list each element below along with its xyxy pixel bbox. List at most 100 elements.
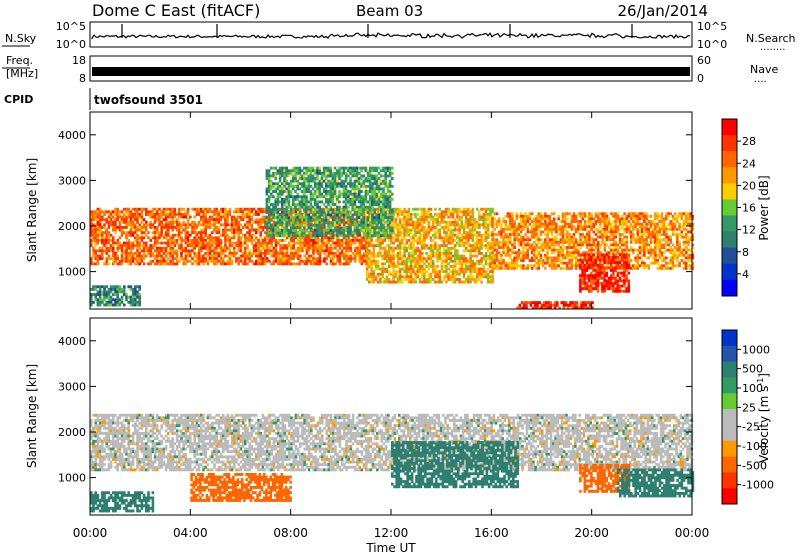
heatmap-cell: [288, 242, 291, 245]
heatmap-cell: [145, 208, 148, 211]
heatmap-cell: [443, 247, 446, 250]
heatmap-cell: [463, 255, 466, 258]
heatmap-cell: [575, 257, 578, 260]
heatmap-cell: [439, 255, 442, 258]
heatmap-cell: [489, 213, 492, 216]
heatmap-cell: [480, 242, 483, 245]
heatmap-cell: [516, 262, 519, 265]
heatmap-cell: [202, 236, 205, 239]
heatmap-cell: [612, 274, 615, 277]
heatmap-cell: [251, 236, 254, 239]
nsky-tick-top-left: 10^5: [56, 20, 86, 33]
heatmap-cell: [319, 262, 322, 265]
heatmap-cell: [522, 241, 525, 244]
heatmap-cell: [588, 233, 591, 236]
heatmap-cell: [121, 262, 124, 265]
heatmap-cell: [229, 208, 232, 211]
heatmap-cell: [555, 223, 558, 226]
heatmap-cell: [678, 262, 681, 265]
heatmap-cell: [516, 259, 519, 262]
heatmap-cell: [665, 218, 668, 221]
heatmap-cell: [277, 242, 280, 245]
beam-label: Beam 03: [356, 2, 423, 20]
heatmap-cell: [476, 221, 479, 224]
heatmap-cell: [317, 242, 320, 245]
heatmap-cell: [286, 249, 289, 252]
heatmap-cell: [401, 239, 404, 242]
heatmap-cell: [630, 223, 633, 226]
heatmap-cell: [392, 262, 395, 265]
heatmap-cell: [568, 244, 571, 247]
heatmap-cell: [496, 225, 499, 228]
heatmap-cell: [94, 244, 97, 247]
heatmap-cell: [672, 220, 675, 223]
heatmap-cell: [103, 244, 106, 247]
heatmap-cell: [685, 246, 688, 249]
heatmap-cell: [419, 262, 422, 265]
heatmap-cell: [553, 220, 556, 223]
heatmap-cell: [509, 238, 512, 241]
heatmap-cell: [373, 247, 376, 250]
heatmap-cell: [218, 236, 221, 239]
heatmap-cell: [240, 239, 243, 242]
heatmap-cell: [268, 214, 271, 217]
heatmap-cell: [648, 267, 651, 270]
heatmap-cell: [443, 216, 446, 219]
heatmap-cell: [604, 246, 607, 249]
heatmap-cell: [522, 259, 525, 262]
heatmap-cell: [370, 239, 373, 242]
heatmap-cell: [423, 239, 426, 242]
heatmap-cell: [665, 225, 668, 228]
heatmap-cell: [485, 221, 488, 224]
heatmap-cell: [467, 226, 470, 229]
nsky-trace-line: [92, 33, 690, 39]
heatmap-cell: [226, 221, 229, 224]
heatmap-cell: [401, 213, 404, 216]
heatmap-cell: [579, 220, 582, 223]
heatmap-cell: [143, 236, 146, 239]
heatmap-cell: [555, 231, 558, 234]
heatmap-cell: [419, 278, 422, 281]
heatmap-cell: [476, 281, 479, 284]
heatmap-cell: [149, 239, 152, 242]
heatmap-cell: [156, 226, 159, 229]
heatmap-cell: [423, 226, 426, 229]
heatmap-cell: [626, 218, 629, 221]
heatmap-cell: [533, 259, 536, 262]
heatmap-cell: [167, 229, 170, 232]
heatmap-cell: [509, 241, 512, 244]
heatmap-cell: [458, 208, 461, 211]
heatmap-cell: [377, 275, 380, 278]
heatmap-cell: [500, 225, 503, 228]
heatmap-cell: [114, 252, 117, 255]
heatmap-cell: [557, 264, 560, 267]
heatmap-cell: [253, 239, 256, 242]
heatmap-cell: [454, 281, 457, 284]
heatmap-cell: [386, 268, 389, 271]
heatmap-cell: [180, 242, 183, 245]
heatmap-cell: [251, 242, 254, 245]
heatmap-cell: [268, 260, 271, 263]
heatmap-cell: [614, 277, 617, 280]
heatmap-cell: [406, 262, 409, 265]
heatmap-cell: [268, 252, 271, 255]
heatmap-cell: [566, 218, 569, 221]
heatmap-cell: [645, 225, 648, 228]
heatmap-cell: [606, 215, 609, 218]
date-label: 26/Jan/2014: [618, 2, 709, 20]
heatmap-cell: [240, 231, 243, 234]
heatmap-cell: [388, 244, 391, 247]
heatmap-cell: [425, 252, 428, 255]
heatmap-cell: [99, 213, 102, 216]
heatmap-cell: [412, 268, 415, 271]
heatmap-cell: [198, 252, 201, 255]
heatmap-cell: [434, 242, 437, 245]
heatmap-cell: [672, 262, 675, 265]
heatmap-cell: [408, 210, 411, 213]
heatmap-cell: [469, 281, 472, 284]
heatmap-cell: [432, 239, 435, 242]
heatmap-cell: [259, 249, 262, 252]
heatmap-cell: [259, 255, 262, 258]
heatmap-cell: [617, 274, 620, 277]
heatmap-cell: [193, 229, 196, 232]
